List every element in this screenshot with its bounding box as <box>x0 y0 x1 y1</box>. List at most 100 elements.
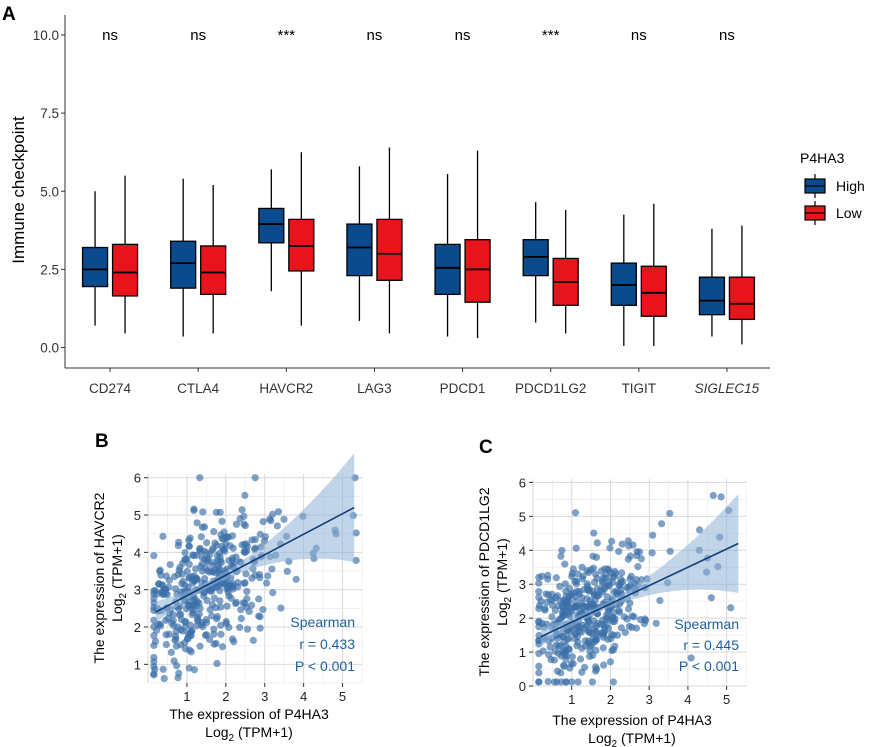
data-point <box>248 601 256 609</box>
y-axis-label: The expression of HAVCR2 <box>91 492 107 663</box>
data-point <box>150 590 158 598</box>
x-axis-unit: Log2 (TPM+1) <box>588 730 676 747</box>
data-point <box>224 579 232 587</box>
data-point <box>574 638 582 646</box>
x-tick-label: PDCD1LG2 <box>515 381 586 396</box>
data-point <box>560 638 568 646</box>
data-point <box>191 598 199 606</box>
data-point <box>578 563 586 571</box>
data-point <box>709 491 717 500</box>
data-point <box>568 572 576 580</box>
data-point <box>610 572 619 581</box>
data-point <box>208 612 216 620</box>
data-point <box>590 529 598 537</box>
data-point <box>581 637 589 645</box>
data-point <box>214 582 222 591</box>
x-axis-label: The expression of P4HA3 <box>169 706 329 722</box>
data-point <box>566 664 574 672</box>
y-tick-label: 4 <box>519 543 526 558</box>
data-point <box>259 606 267 614</box>
y-tick-label: 10.0 <box>33 28 59 43</box>
data-point <box>571 509 580 517</box>
y-tick-label: 7.5 <box>40 106 59 121</box>
data-point <box>264 572 272 580</box>
data-point <box>546 643 554 651</box>
data-point <box>578 668 586 676</box>
data-point <box>535 588 543 596</box>
y-tick-label: 2 <box>519 611 526 626</box>
box-lag3-low <box>376 147 403 334</box>
data-point <box>150 671 158 679</box>
data-point <box>237 606 245 614</box>
legend: P4HA3 High Low <box>800 150 865 225</box>
box-cd274-low <box>111 175 139 334</box>
data-point <box>600 661 608 669</box>
y-tick-label: 5 <box>519 509 526 524</box>
data-point <box>727 604 735 612</box>
data-point <box>687 654 695 662</box>
fit-line <box>155 506 355 613</box>
data-point <box>561 560 569 568</box>
data-point <box>223 602 231 610</box>
data-point <box>567 591 575 600</box>
data-point <box>181 623 189 631</box>
data-point <box>186 534 194 542</box>
data-point <box>181 548 189 557</box>
data-point <box>240 548 248 556</box>
data-point <box>198 567 207 575</box>
data-point <box>600 585 609 593</box>
data-point <box>237 614 245 623</box>
data-point <box>585 604 593 612</box>
data-point <box>592 667 600 675</box>
data-point <box>618 540 626 548</box>
data-point <box>602 615 611 623</box>
data-point <box>652 619 660 627</box>
data-point <box>174 674 182 682</box>
data-point <box>594 629 602 637</box>
stat-method: Spearman <box>674 616 739 632</box>
data-point <box>274 508 283 516</box>
data-point <box>263 579 271 587</box>
data-point <box>248 536 256 544</box>
data-point <box>181 618 189 626</box>
data-point <box>166 560 174 569</box>
data-point <box>568 653 577 661</box>
box-tigit-high <box>610 214 637 346</box>
data-point <box>553 678 561 686</box>
box-pdcd1lg2-low <box>552 210 579 334</box>
y-tick-label: 3 <box>134 583 141 598</box>
box-body <box>200 245 227 296</box>
data-point <box>589 651 597 660</box>
data-point <box>208 561 217 569</box>
box-pdcd1lg2-high <box>522 202 549 323</box>
data-point <box>605 577 613 586</box>
box-cd274-high <box>81 191 109 326</box>
data-point <box>572 580 581 588</box>
data-point <box>617 579 625 587</box>
scatter-chart-pdcd1lg2: 1 2 3 4 5 0 1 2 3 4 5 6 Spearman r = 0.445 P < 0.00… <box>476 475 747 747</box>
box-lag3-high <box>346 166 373 321</box>
data-point <box>193 519 201 527</box>
data-point <box>218 643 227 651</box>
data-point <box>585 568 593 577</box>
data-point <box>630 613 638 621</box>
data-point <box>657 520 666 528</box>
x-tick-label: HAVCR2 <box>259 381 313 396</box>
legend-title: P4HA3 <box>800 150 845 166</box>
data-point <box>213 612 221 621</box>
data-point <box>565 584 574 593</box>
y-tick-label: 6 <box>134 471 141 486</box>
data-point <box>606 658 615 666</box>
data-point <box>217 603 225 611</box>
data-point <box>198 523 206 531</box>
box-body <box>698 276 726 316</box>
data-point <box>198 554 206 562</box>
data-point <box>226 542 234 550</box>
data-point <box>162 616 170 624</box>
data-point <box>243 625 252 633</box>
data-point <box>633 548 641 556</box>
data-point <box>558 546 566 555</box>
x-tick-label: 2 <box>607 692 614 707</box>
box-body <box>640 265 667 317</box>
data-point <box>566 604 574 612</box>
